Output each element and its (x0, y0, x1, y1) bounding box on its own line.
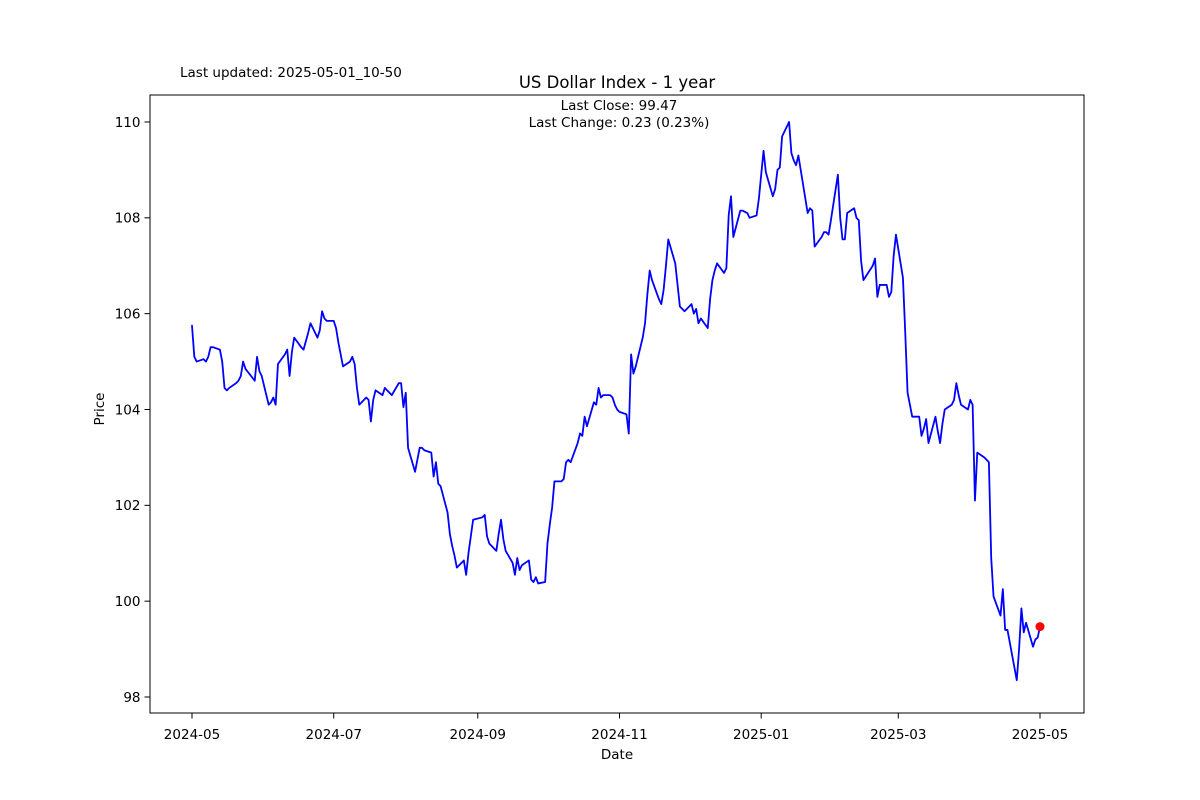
x-tick-label: 2024-09 (450, 727, 506, 743)
plot-border (149, 94, 1085, 714)
last-change-annotation: Last Change: 0.23 (0.23%) (528, 115, 710, 131)
x-tick-label: 2025-03 (870, 727, 926, 743)
y-tick-label: 100 (115, 594, 141, 610)
last-price-marker (1035, 622, 1045, 632)
x-tick-label: 2024-07 (306, 727, 362, 743)
y-tick-label: 104 (115, 402, 141, 418)
y-tick-label: 110 (115, 115, 141, 131)
y-axis-label: Price (92, 392, 108, 426)
y-tick-label: 102 (115, 498, 141, 514)
x-axis-label: Date (600, 747, 634, 763)
y-tick-label: 108 (115, 211, 141, 227)
y-tick-label: 98 (123, 690, 140, 706)
last-updated-text: Last updated: 2025-05-01_10-50 (180, 65, 402, 81)
x-tick-label: 2024-11 (591, 727, 647, 743)
chart-title: US Dollar Index - 1 year (518, 73, 716, 92)
x-tick-label: 2024-05 (164, 727, 220, 743)
price-line-series (191, 121, 1041, 682)
x-tick-label: 2025-05 (1012, 727, 1068, 743)
y-tick-label: 106 (115, 306, 141, 322)
last-close-annotation: Last Close: 99.47 (560, 98, 678, 114)
x-tick-label: 2025-01 (733, 727, 789, 743)
